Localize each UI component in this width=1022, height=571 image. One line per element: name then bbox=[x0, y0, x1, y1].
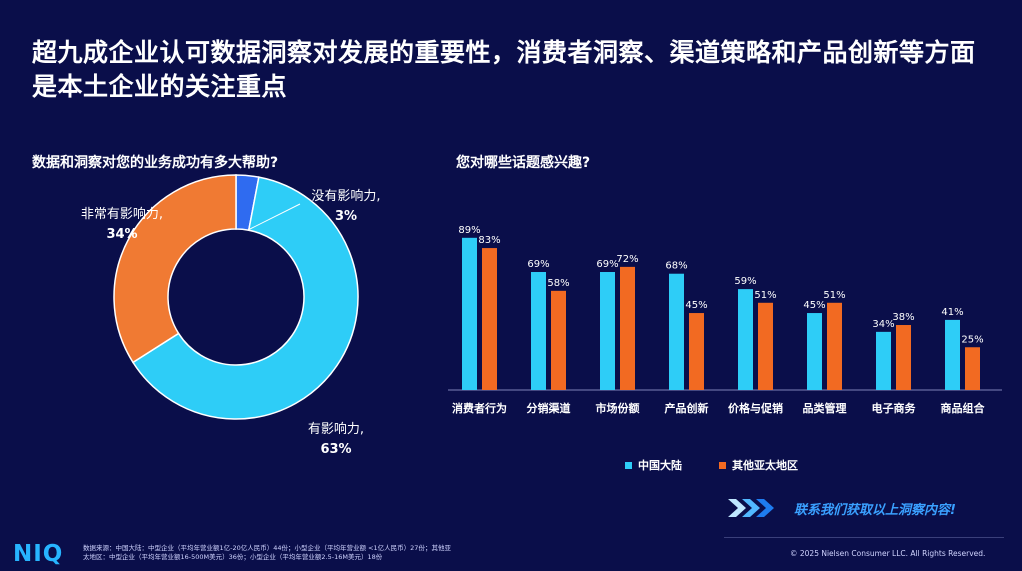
bar-data-label: 51% bbox=[823, 290, 845, 301]
legend-swatch-apac bbox=[719, 461, 726, 469]
legend-item-china: 中国大陆 bbox=[625, 457, 682, 473]
x-tick-label: 消费者行为 bbox=[452, 401, 507, 415]
bar bbox=[758, 302, 773, 390]
bar-data-label: 72% bbox=[616, 254, 638, 265]
donut-slice-value: 34% bbox=[106, 227, 137, 242]
bar-data-label: 45% bbox=[803, 300, 825, 311]
legend-item-apac: 其他亚太地区 bbox=[719, 457, 798, 473]
legend-label-china: 中国大陆 bbox=[638, 459, 682, 472]
bar-data-label: 51% bbox=[754, 290, 776, 301]
x-tick-label: 分销渠道 bbox=[527, 401, 571, 415]
bar-data-label: 59% bbox=[734, 276, 756, 287]
donut-slice bbox=[113, 174, 237, 364]
x-tick-label: 价格与促销 bbox=[728, 401, 783, 415]
x-tick-label: 产品创新 bbox=[665, 401, 709, 415]
donut-slice-value: 3% bbox=[335, 209, 357, 224]
bar-chart-title: 您对哪些话题感兴趣? bbox=[456, 155, 591, 171]
bar-chart: 89%83%消费者行为69%58%分销渠道69%72%市场份额68%45%产品创… bbox=[448, 225, 1002, 415]
bar bbox=[945, 319, 960, 390]
x-tick-label: 品类管理 bbox=[803, 401, 847, 415]
bar bbox=[827, 302, 842, 390]
bar bbox=[600, 272, 615, 390]
page-title: 超九成企业认可数据洞察对发展的重要性，消费者洞察、渠道策略和产品创新等方面是本土… bbox=[32, 38, 976, 101]
bar-data-label: 38% bbox=[892, 312, 914, 323]
x-tick-label: 电子商务 bbox=[872, 401, 917, 415]
donut-slice-name: 没有影响力, bbox=[311, 188, 380, 204]
bar-data-label: 45% bbox=[685, 300, 707, 311]
chevrons-right-icon bbox=[728, 499, 774, 517]
donut-leader-line bbox=[247, 203, 301, 231]
bar bbox=[669, 273, 684, 390]
bar bbox=[965, 347, 980, 390]
bar-data-label: 83% bbox=[478, 235, 500, 246]
footer-divider bbox=[724, 537, 1004, 538]
bar bbox=[876, 331, 891, 390]
x-tick-label: 市场份额 bbox=[596, 401, 640, 415]
bar bbox=[551, 290, 566, 390]
bar bbox=[620, 266, 635, 390]
legend-label-apac: 其他亚太地区 bbox=[732, 459, 798, 472]
bar bbox=[807, 313, 822, 390]
x-tick-label: 商品组合 bbox=[941, 401, 986, 415]
bar-data-label: 69% bbox=[596, 259, 618, 270]
bar bbox=[482, 248, 497, 390]
donut-slice-name: 非常有影响力, bbox=[81, 206, 163, 222]
bar-data-label: 58% bbox=[547, 278, 569, 289]
bar-data-label: 41% bbox=[941, 307, 963, 318]
donut-chart: 没有影响力, 3% 有影响力, 63% 非常有影响力, 34% bbox=[81, 174, 381, 457]
source-note: 数据来源：中国大陆：中型企业（平均年营业额1亿-20亿人民币）44份；小型企业（… bbox=[83, 544, 451, 561]
bar bbox=[531, 272, 546, 390]
contact-cta-label[interactable]: 联系我们获取以上洞察内容! bbox=[794, 502, 956, 518]
bar bbox=[462, 237, 477, 390]
niq-logo: NIQ bbox=[13, 541, 64, 567]
bar-data-label: 89% bbox=[458, 225, 480, 236]
donut-slice bbox=[131, 176, 359, 420]
bar bbox=[689, 313, 704, 390]
donut-chart-title: 数据和洞察对您的业务成功有多大帮助? bbox=[32, 155, 279, 171]
legend-swatch-china bbox=[625, 461, 632, 469]
bar-data-label: 69% bbox=[527, 259, 549, 270]
bar-data-label: 25% bbox=[961, 334, 983, 345]
bar-data-label: 68% bbox=[665, 261, 687, 272]
bar bbox=[738, 289, 753, 390]
contact-cta[interactable]: 联系我们获取以上洞察内容! bbox=[728, 497, 956, 519]
bar-data-label: 34% bbox=[872, 319, 894, 330]
donut-slice-name: 有影响力, bbox=[308, 421, 364, 437]
copyright: © 2025 Nielsen Consumer LLC. All Rights … bbox=[790, 549, 986, 558]
bar bbox=[896, 325, 911, 390]
donut-slice-value: 63% bbox=[320, 442, 351, 457]
